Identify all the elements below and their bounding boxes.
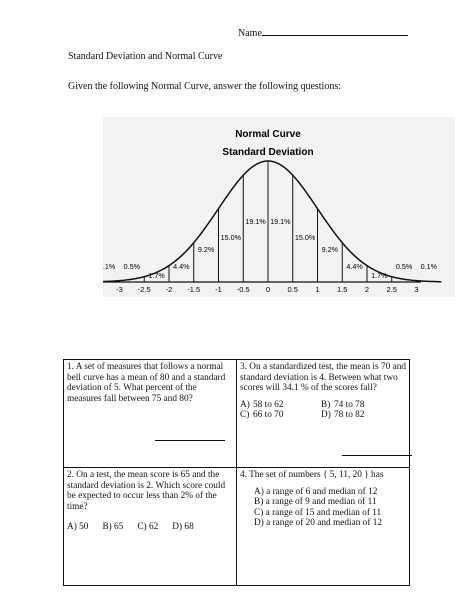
questions-table: 1. A set of measures that follows a norm…	[63, 359, 412, 586]
region-percent-label: 15.0%	[295, 233, 316, 242]
question-4-cell: 4. The set of numbers { 5, 11, 20 } has …	[236, 467, 410, 586]
chart-title: Normal Curve	[235, 129, 301, 140]
x-tick-label: -0.5	[237, 285, 250, 294]
question-4-options: A) a range of 6 and median of 12 B) a ra…	[240, 487, 406, 529]
name-label: Name	[238, 28, 262, 39]
question-4-option[interactable]: B) a range of 9 and median of 11	[254, 497, 377, 508]
x-tick-label: 2	[365, 285, 369, 294]
question-2-option[interactable]: A) 50	[67, 522, 89, 533]
normal-curve-figure: Normal Curve Standard Deviation -3 -2.5 -2…	[103, 117, 455, 297]
option-value[interactable]: 66 to 70	[253, 410, 284, 421]
normal-curve-line	[103, 160, 442, 283]
question-3-option-row: C) 66 to 70 D) 78 to 82	[240, 410, 406, 421]
question-1-cell: 1. A set of measures that follows a norm…	[63, 359, 237, 468]
x-tick-label: 1.5	[337, 285, 347, 294]
region-percent-label: 0.5%	[396, 262, 413, 271]
x-tick-label: -1.5	[187, 285, 200, 294]
option-letter: A)	[240, 399, 250, 410]
region-percent-label: 19.1%	[245, 217, 266, 226]
region-percent-label: 19.1%	[270, 217, 291, 226]
chart-subtitle: Standard Deviation	[222, 147, 313, 158]
normal-curve-chart: Normal Curve Standard Deviation -3 -2.5 -2…	[103, 129, 442, 294]
region-percent-label: 15.0%	[221, 233, 242, 242]
x-tick-label: 0	[266, 285, 270, 294]
x-tick-label: 0.5	[288, 285, 298, 294]
question-3-answer-line[interactable]	[342, 454, 412, 456]
question-3-cell: 3. On a standardized test, the mean is 7…	[236, 359, 412, 468]
name-field[interactable]: Name	[238, 26, 408, 39]
x-tick-label: -2	[166, 285, 173, 294]
x-tick-label: -2.5	[138, 285, 151, 294]
name-blank-line[interactable]	[261, 26, 408, 36]
question-4-text: 4. The set of numbers { 5, 11, 20 } has	[240, 470, 384, 480]
question-4-option[interactable]: D) a range of 20 and median of 12	[254, 518, 383, 529]
region-percent-label: 4.4%	[346, 262, 363, 271]
option-value[interactable]: 78 to 82	[334, 410, 365, 421]
option-value[interactable]: 58 to 62	[253, 399, 284, 410]
region-percent-label: 0.5%	[124, 262, 141, 271]
x-tick-label: -1	[215, 285, 222, 294]
option-letter: D)	[321, 410, 331, 421]
region-percent-label: 1.7%	[148, 271, 165, 280]
region-percent-label: 9.2%	[322, 245, 339, 254]
region-percent-label: 4.4%	[173, 262, 190, 271]
question-3-option-row: A) 58 to 62 B) 74 to 78	[240, 400, 406, 411]
question-3-text: 3. On a standardized test, the mean is 7…	[240, 362, 407, 394]
question-4-option[interactable]: A) a range of 6 and median of 12	[254, 486, 378, 497]
x-tick-label: 1	[315, 285, 319, 294]
question-2-cell: 2. On a test, the mean score is 65 and t…	[63, 467, 237, 586]
region-percent-label: 0.1%	[103, 262, 116, 271]
option-letter: C)	[240, 410, 250, 421]
region-percent-label: 0.1%	[421, 262, 438, 271]
question-2-option[interactable]: D) 68	[172, 522, 194, 533]
x-tick-label: 3	[414, 285, 418, 294]
instructions: Given the following Normal Curve, answer…	[68, 81, 342, 92]
x-tick-label: 2.5	[387, 285, 397, 294]
option-letter: B)	[321, 399, 331, 410]
region-percent-label: 1.7%	[371, 271, 388, 280]
question-2-option[interactable]: B) 65	[102, 522, 124, 533]
option-value[interactable]: 74 to 78	[334, 399, 365, 410]
question-4-option[interactable]: C) a range of 15 and median of 11	[254, 507, 382, 518]
worksheet-title: Standard Deviation and Normal Curve	[68, 51, 223, 62]
question-3-options: A) 58 to 62 B) 74 to 78 C) 66 to 70 D) 78 to 8…	[240, 400, 406, 421]
question-2-text: 2. On a test, the mean score is 65 and t…	[67, 470, 226, 512]
question-1-text: 1. A set of measures that follows a norm…	[67, 362, 226, 404]
question-2-options: A) 50 B) 65 C) 62 D) 68	[67, 522, 233, 533]
x-tick-label: -3	[116, 285, 123, 294]
question-2-option[interactable]: C) 62	[137, 522, 159, 533]
region-percent-label: 9.2%	[198, 245, 215, 254]
question-1-answer-line[interactable]	[155, 440, 225, 442]
